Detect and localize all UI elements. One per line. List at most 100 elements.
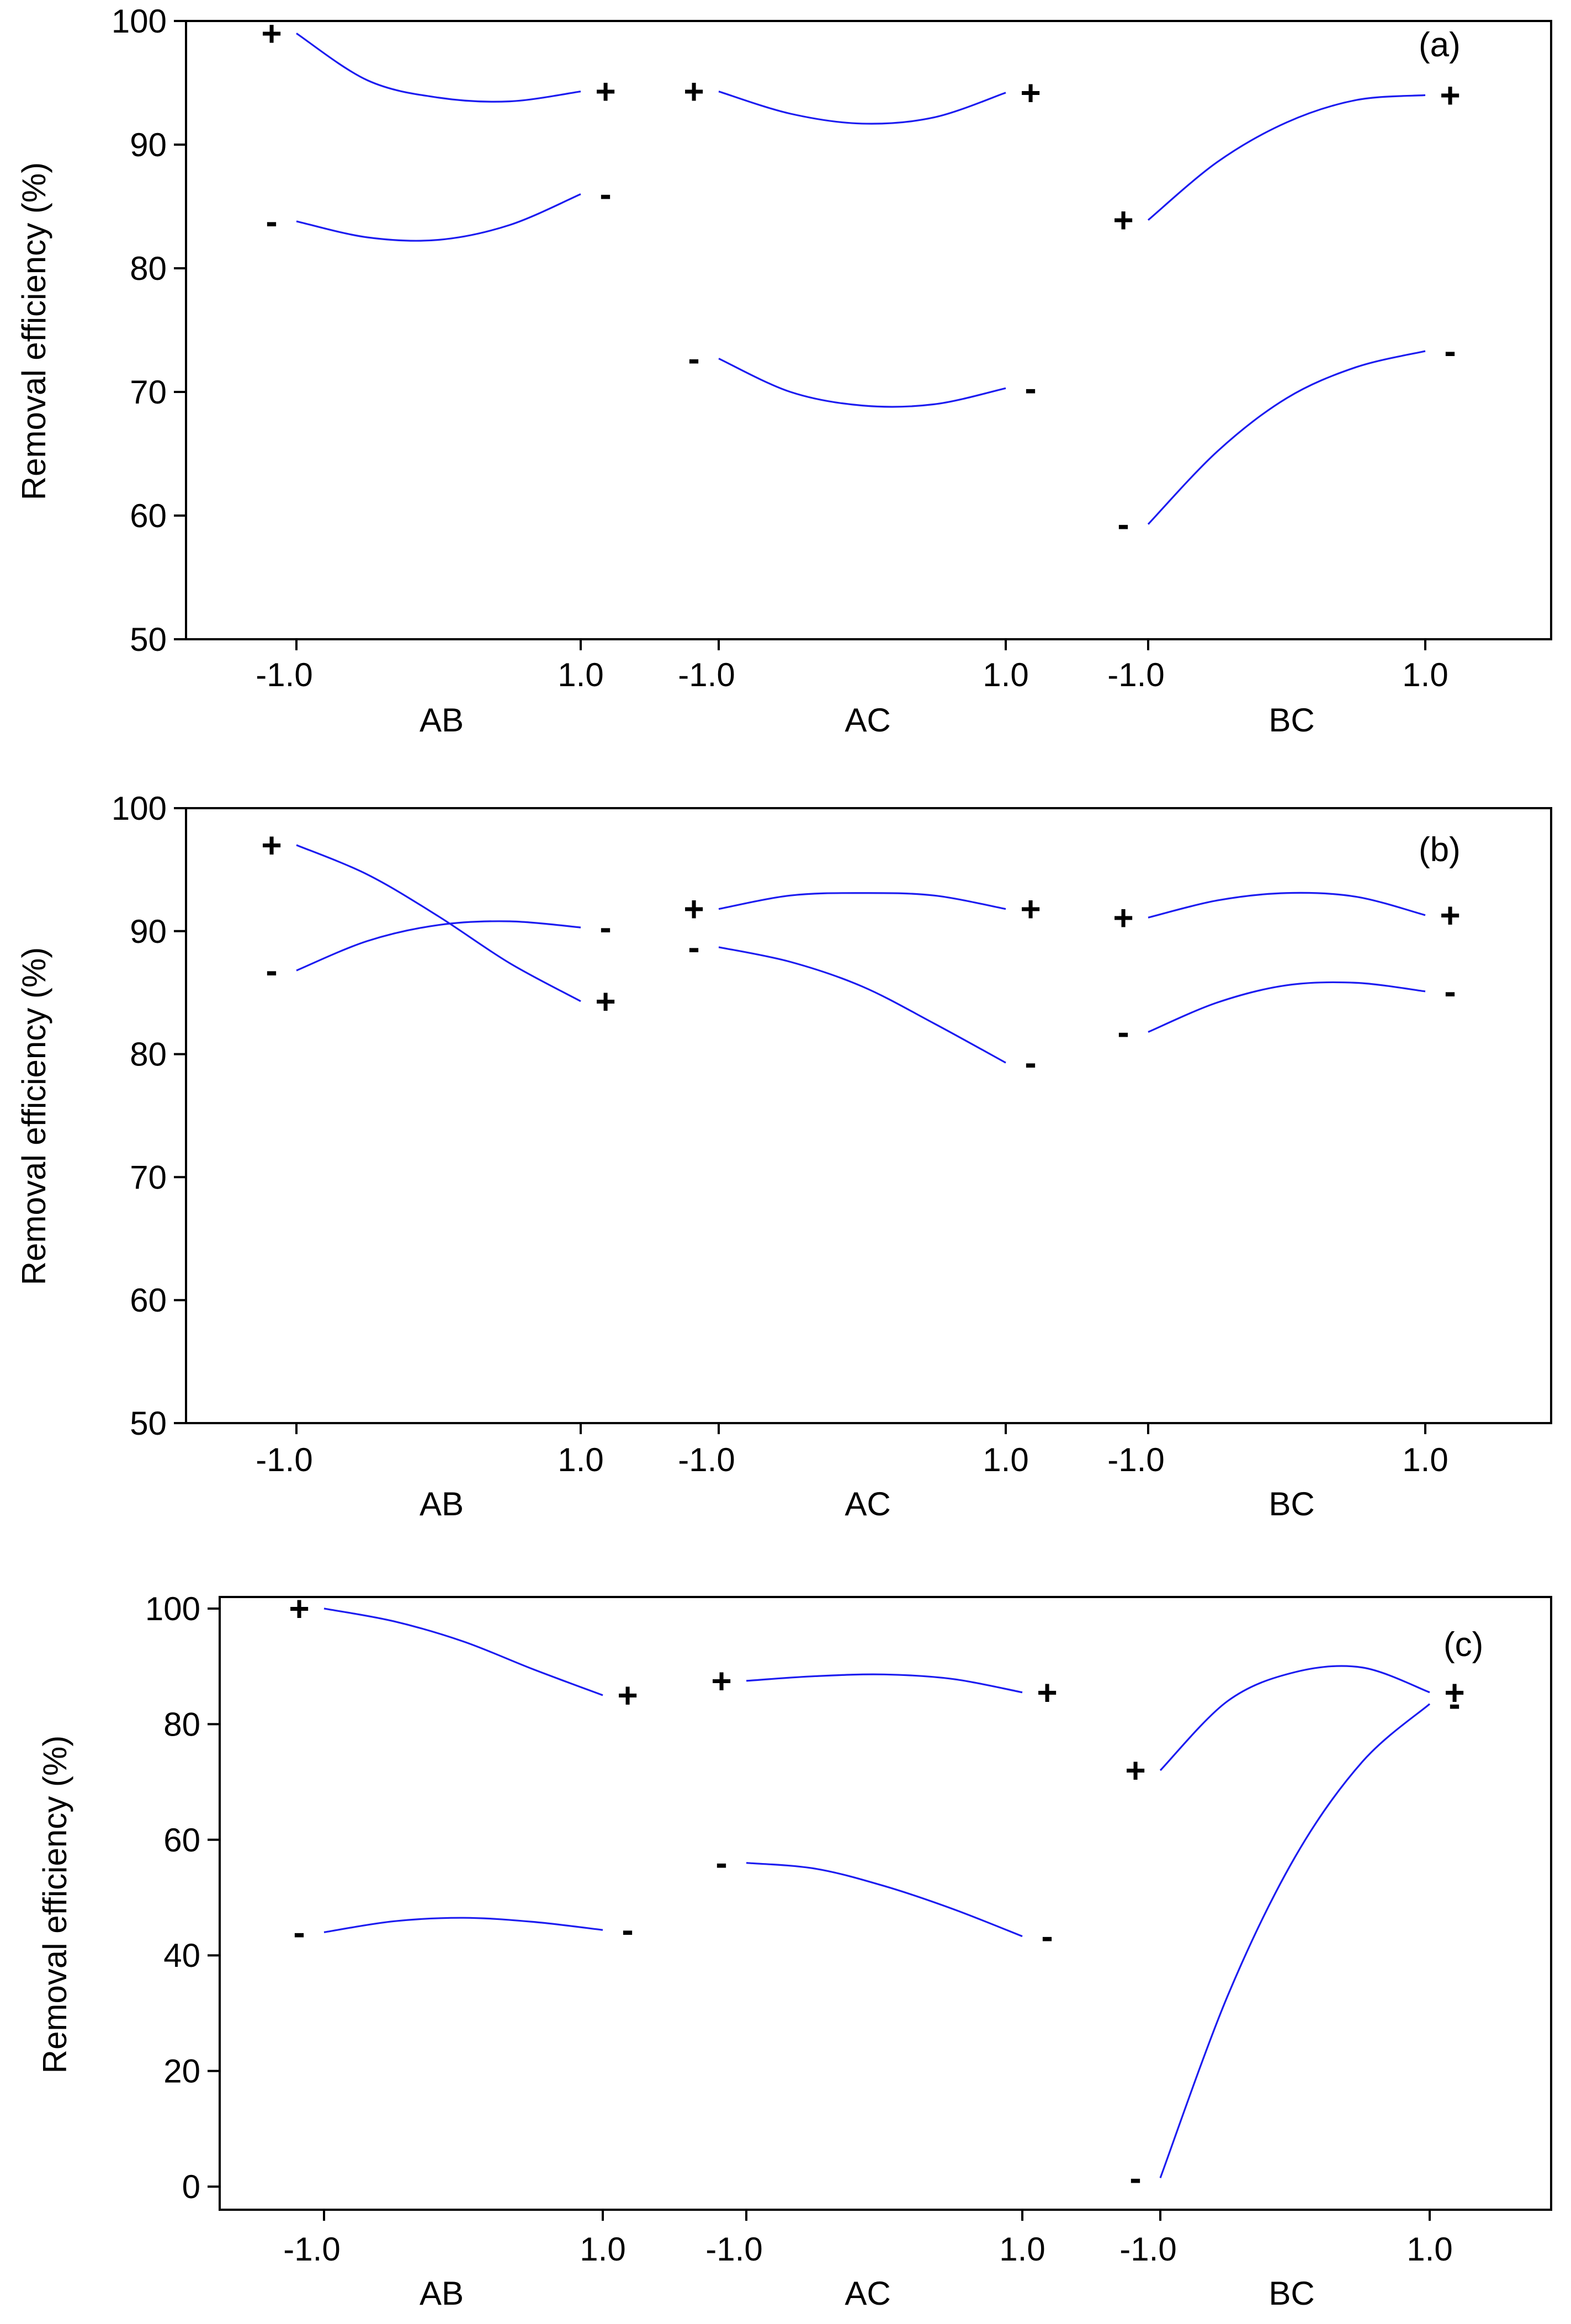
- x-axis-title-ac: AC: [845, 2275, 890, 2312]
- y-tick-label: 0: [182, 2168, 200, 2205]
- panel-label: (b): [1419, 831, 1461, 869]
- marker-plus: +: [1037, 1673, 1057, 1712]
- y-tick-label: 80: [130, 250, 167, 287]
- y-axis-title: Removal efficiency (%): [36, 1736, 73, 2073]
- y-tick-label: 100: [145, 1590, 200, 1627]
- x-tick-label: 1.0: [999, 2231, 1045, 2268]
- y-tick-label: 90: [130, 126, 167, 163]
- marker-plus: +: [595, 981, 615, 1021]
- x-axis-title-ab: AB: [420, 2275, 464, 2312]
- y-tick-label: 80: [163, 1706, 200, 1743]
- x-tick-label: 1.0: [580, 2231, 625, 2268]
- marker-plus: +: [1444, 1673, 1464, 1712]
- x-tick-label: -1.0: [256, 656, 312, 693]
- x-tick-label: -1.0: [256, 1441, 312, 1478]
- x-axis-title-bc: BC: [1269, 2275, 1314, 2312]
- plot-frame: [219, 1596, 1552, 2211]
- marker-minus: -: [1117, 505, 1129, 544]
- curve-bc-plus: [1147, 94, 1426, 221]
- y-tick-label: 90: [130, 913, 167, 950]
- y-tick-label: 60: [163, 1822, 200, 1859]
- x-tick-label: -1.0: [283, 2231, 340, 2268]
- curve-ac-plus: [718, 892, 1006, 910]
- x-tick-label: 1.0: [1402, 656, 1448, 693]
- marker-plus: +: [289, 1589, 309, 1628]
- panel-label: (a): [1419, 26, 1461, 64]
- marker-minus: -: [688, 927, 699, 967]
- curve-ab-plus: [296, 844, 581, 1002]
- marker-minus: -: [1041, 1917, 1053, 1956]
- x-tick-label: -1.0: [678, 1441, 735, 1478]
- curve-bc-minus: [1147, 350, 1426, 525]
- marker-plus: +: [617, 1675, 638, 1715]
- marker-minus: -: [688, 339, 699, 379]
- marker-minus: -: [599, 174, 611, 214]
- curve-ab-minus: [296, 193, 581, 242]
- curve-ac-plus: [746, 1673, 1023, 1694]
- x-tick-label: 1.0: [1402, 1441, 1448, 1478]
- y-tick-label: 70: [130, 1159, 167, 1196]
- marker-plus: +: [1020, 73, 1041, 113]
- y-tick-label: 50: [130, 621, 167, 658]
- y-axis-title: Removal efficiency (%): [15, 162, 52, 500]
- x-axis-title-ac: AC: [845, 702, 890, 739]
- marker-minus: -: [266, 201, 277, 241]
- curve-bc-plus: [1148, 892, 1426, 919]
- x-tick-label: 1.0: [558, 656, 603, 693]
- curve-ac-plus: [718, 91, 1006, 125]
- marker-minus: -: [599, 908, 611, 947]
- x-tick-label: 1.0: [558, 1441, 603, 1478]
- x-axis-title-bc: BC: [1269, 702, 1314, 739]
- marker-plus: +: [261, 825, 282, 865]
- plot-frame: [185, 20, 1552, 640]
- x-tick-label: -1.0: [705, 2231, 762, 2268]
- x-axis-title-ab: AB: [420, 1485, 464, 1522]
- marker-plus: +: [683, 889, 704, 929]
- curve-ac-minus: [718, 358, 1006, 408]
- curve-ac-minus: [718, 946, 1006, 1064]
- marker-plus: +: [1125, 1750, 1145, 1790]
- marker-minus: -: [1117, 1012, 1129, 1052]
- x-tick-label: 1.0: [983, 1441, 1028, 1478]
- y-tick-label: 70: [130, 374, 167, 411]
- y-tick-label: 100: [112, 3, 167, 40]
- curve-ab-plus: [323, 1607, 603, 1696]
- y-tick-label: 60: [130, 1282, 167, 1319]
- marker-plus: +: [595, 72, 615, 112]
- marker-minus: -: [715, 1843, 727, 1883]
- y-tick-label: 60: [130, 497, 167, 534]
- y-axis-title: Removal efficiency (%): [15, 947, 52, 1285]
- marker-plus: +: [1113, 898, 1133, 937]
- x-axis-title-ac: AC: [845, 1485, 890, 1522]
- y-tick-label: 50: [130, 1405, 167, 1442]
- y-tick-label: 20: [163, 2053, 200, 2090]
- plot-frame: [185, 807, 1552, 1424]
- curve-ab-minus: [323, 1917, 603, 1933]
- marker-plus: +: [1020, 889, 1041, 929]
- marker-minus: -: [1025, 1043, 1036, 1083]
- curve-ab-minus: [296, 920, 581, 972]
- marker-plus: +: [1440, 895, 1460, 935]
- marker-plus: +: [1113, 200, 1133, 240]
- marker-minus: -: [266, 951, 277, 990]
- marker-minus: -: [1444, 331, 1456, 371]
- curve-bc-plus: [1159, 1665, 1430, 1771]
- marker-minus: -: [1444, 972, 1456, 1011]
- marker-minus: -: [1448, 1684, 1460, 1724]
- x-tick-label: -1.0: [678, 656, 735, 693]
- marker-minus: -: [1025, 368, 1036, 408]
- x-tick-label: 1.0: [983, 656, 1028, 693]
- panel-label: (c): [1443, 1626, 1483, 1664]
- y-tick-label: 40: [163, 1937, 200, 1974]
- x-tick-label: -1.0: [1119, 2231, 1176, 2268]
- x-axis-title-bc: BC: [1269, 1485, 1314, 1522]
- marker-minus: -: [1129, 2158, 1141, 2198]
- marker-plus: +: [683, 72, 704, 112]
- marker-minus: -: [622, 1910, 633, 1950]
- curve-bc-minus: [1148, 981, 1426, 1033]
- curve-ac-minus: [746, 1862, 1023, 1938]
